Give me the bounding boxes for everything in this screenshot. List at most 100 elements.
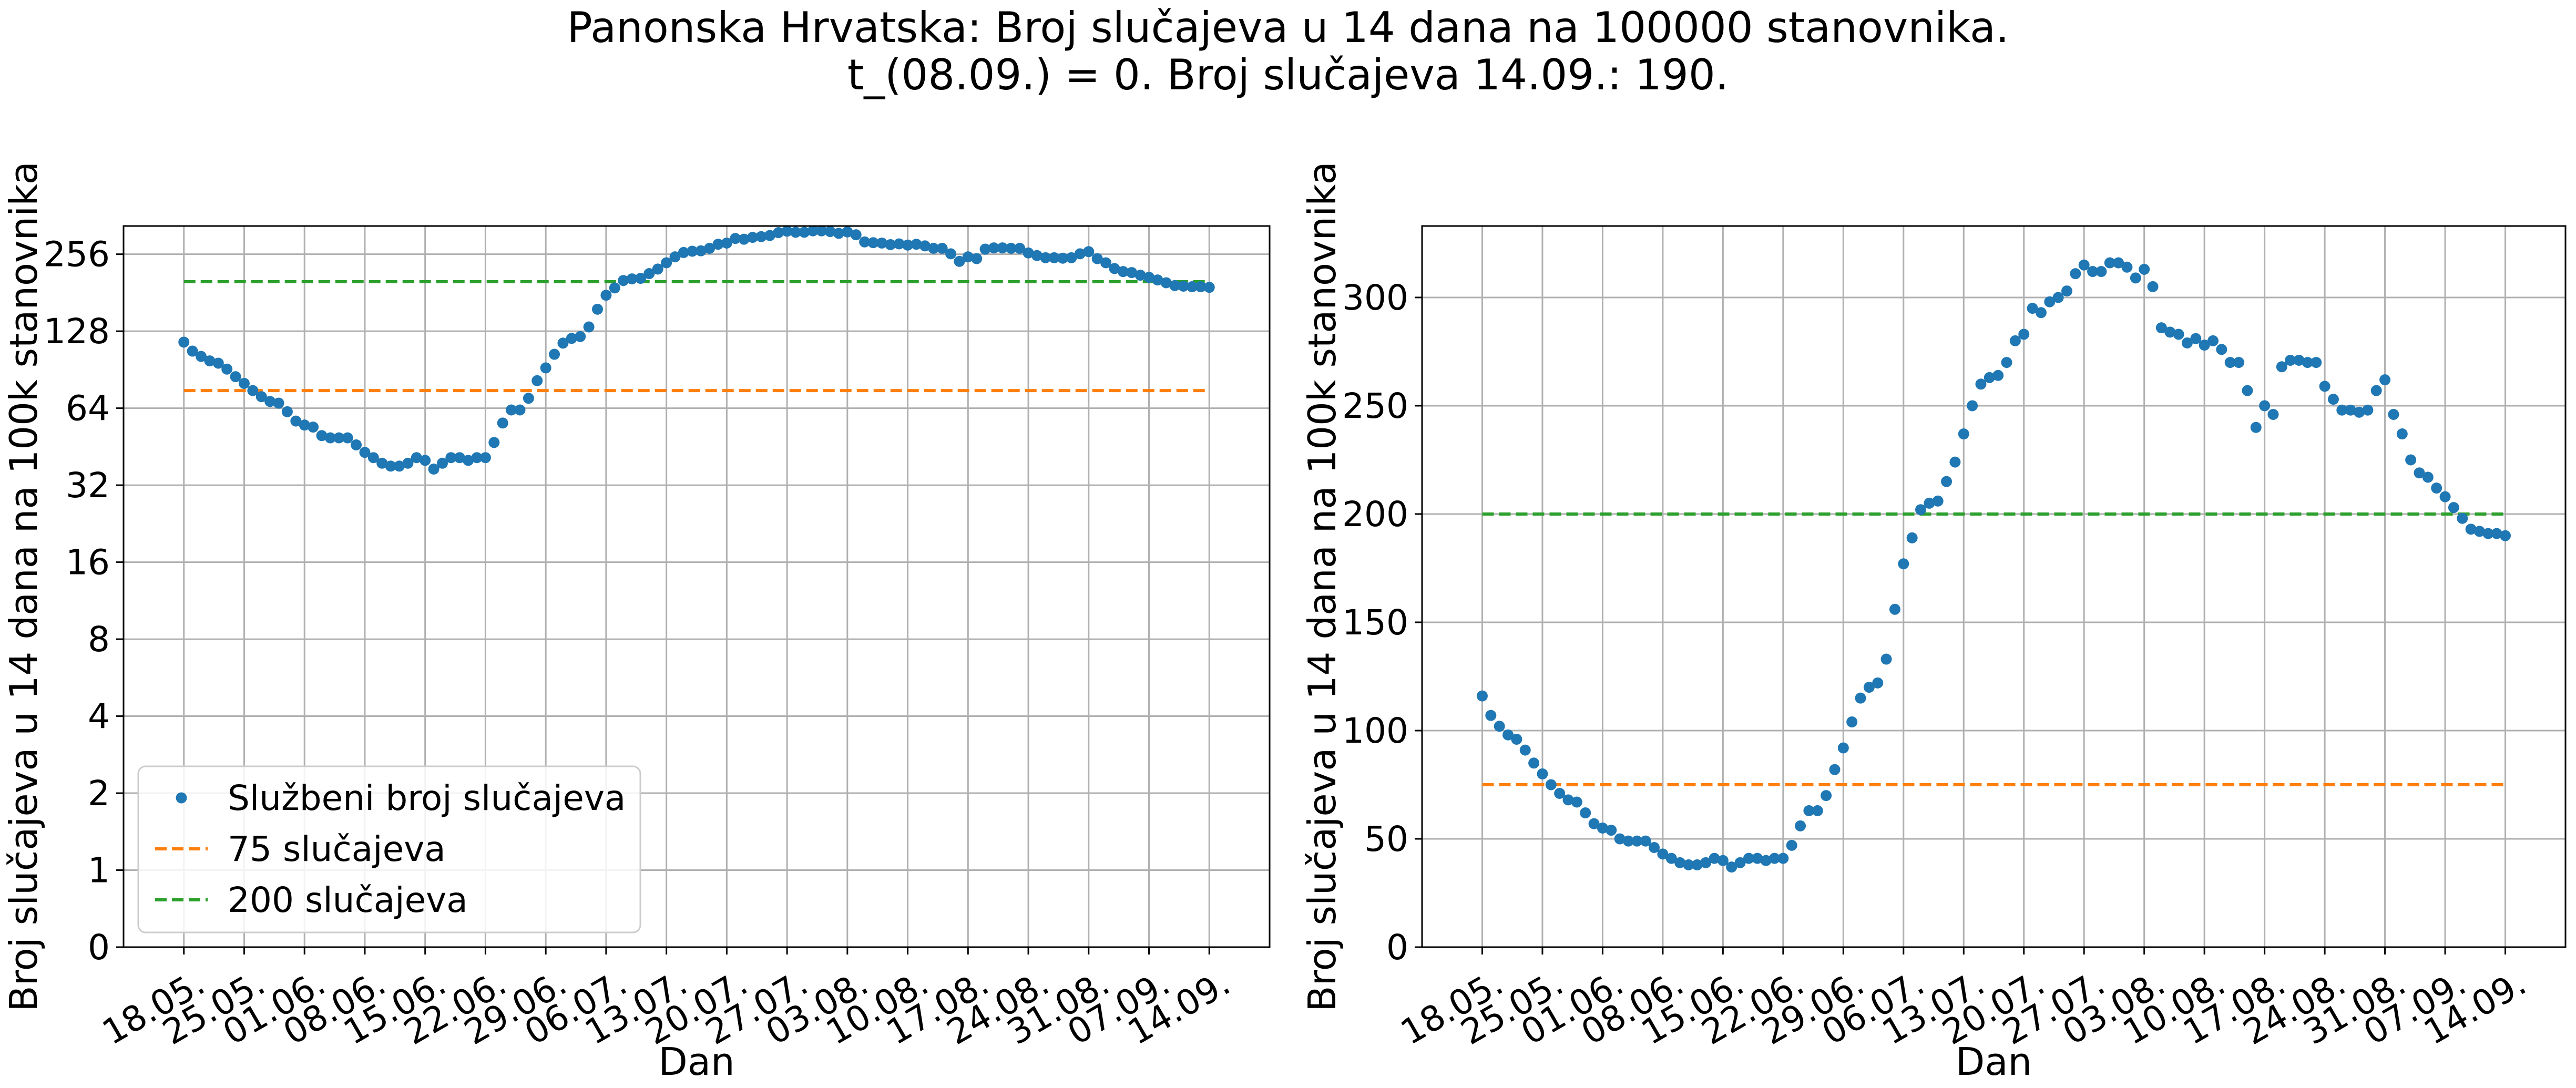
data-point xyxy=(1975,378,1987,390)
data-point xyxy=(1186,281,1198,293)
data-point xyxy=(652,263,663,275)
data-point xyxy=(1502,729,1514,741)
data-point xyxy=(445,452,457,464)
data-point xyxy=(833,228,844,239)
data-point xyxy=(2370,385,2382,396)
data-point xyxy=(1829,764,1841,775)
data-point xyxy=(333,432,345,444)
data-point xyxy=(1485,710,1497,721)
data-point xyxy=(1109,263,1120,274)
data-point xyxy=(2311,357,2322,368)
data-point xyxy=(221,363,233,375)
data-point xyxy=(212,357,224,369)
data-point xyxy=(979,243,991,255)
data-point xyxy=(264,396,276,407)
data-point xyxy=(204,355,216,367)
data-point xyxy=(1777,853,1789,864)
data-point xyxy=(1786,839,1797,851)
data-point xyxy=(1743,853,1754,864)
data-point xyxy=(2259,400,2271,412)
data-point xyxy=(867,237,879,249)
data-point xyxy=(1984,372,1995,383)
data-point xyxy=(2121,261,2133,273)
data-point xyxy=(876,237,887,249)
data-point xyxy=(428,463,439,475)
data-point xyxy=(1812,805,1823,816)
data-point xyxy=(971,253,983,264)
data-point xyxy=(411,452,422,464)
data-point xyxy=(609,282,620,294)
y-axis-label: Broj slučajeva u 14 dana na 100k stanovn… xyxy=(2,161,46,1012)
data-point xyxy=(575,331,586,342)
data-point xyxy=(2293,354,2305,366)
data-point xyxy=(2250,422,2262,433)
data-point xyxy=(1674,857,1686,868)
data-point xyxy=(2035,307,2047,319)
data-point xyxy=(850,229,862,241)
data-point xyxy=(2431,483,2442,494)
data-point xyxy=(420,455,431,466)
data-point xyxy=(1562,794,1574,806)
data-point xyxy=(824,226,836,238)
data-point xyxy=(747,232,759,243)
data-point xyxy=(2009,335,2021,346)
data-point xyxy=(2052,292,2064,303)
y-tick-label: 50 xyxy=(1364,819,1408,859)
data-point xyxy=(2181,337,2193,348)
data-point xyxy=(1760,855,1772,866)
data-point xyxy=(1846,716,1858,728)
data-point xyxy=(1195,281,1207,293)
data-point xyxy=(359,447,371,458)
data-point xyxy=(2044,296,2056,307)
data-point xyxy=(2130,272,2141,284)
data-point xyxy=(2147,281,2159,292)
data-point xyxy=(290,415,302,427)
chart-right-linear: 05010015020025030018.05.25.05.01.06.08.0… xyxy=(1300,161,2567,1084)
data-point xyxy=(1863,682,1875,693)
data-point xyxy=(479,452,491,464)
data-point xyxy=(1906,532,1918,543)
y-tick-label: 0 xyxy=(1386,927,1408,968)
data-point xyxy=(488,437,500,448)
data-point xyxy=(1057,252,1069,264)
data-point xyxy=(1537,768,1548,779)
data-point xyxy=(230,371,241,383)
data-point xyxy=(531,375,543,386)
data-point xyxy=(342,432,353,444)
data-point xyxy=(1958,428,1969,440)
data-point xyxy=(1837,742,1849,754)
data-point xyxy=(2267,408,2279,420)
y-tick-label: 128 xyxy=(44,311,110,352)
data-point xyxy=(1023,247,1034,259)
data-point xyxy=(1528,757,1540,769)
data-point xyxy=(549,348,560,360)
data-point xyxy=(799,227,810,238)
data-point xyxy=(1606,825,1617,836)
data-point xyxy=(1872,677,1884,689)
data-point xyxy=(816,225,827,237)
data-point xyxy=(704,242,715,254)
data-point xyxy=(1803,805,1815,816)
data-point xyxy=(2027,303,2038,314)
data-point xyxy=(695,245,707,256)
data-point xyxy=(2061,285,2073,297)
data-point xyxy=(273,397,284,409)
data-point xyxy=(376,457,388,469)
data-point xyxy=(954,255,965,267)
data-point xyxy=(1657,848,1669,860)
data-point xyxy=(2422,471,2434,483)
data-point xyxy=(2087,266,2099,278)
data-point xyxy=(885,239,896,250)
data-point xyxy=(842,226,853,238)
data-point xyxy=(255,391,267,403)
data-point xyxy=(454,452,465,464)
data-point xyxy=(661,257,672,269)
data-point xyxy=(1880,653,1892,665)
legend: Službeni broj slučajeva 75 slučajeva 200 s… xyxy=(137,765,641,933)
data-point xyxy=(911,239,922,250)
data-point xyxy=(773,227,784,239)
data-point xyxy=(351,439,362,450)
y-tick-label: 250 xyxy=(1342,386,1408,426)
plot-frame xyxy=(1421,225,2567,948)
y-tick-label: 256 xyxy=(44,234,110,275)
